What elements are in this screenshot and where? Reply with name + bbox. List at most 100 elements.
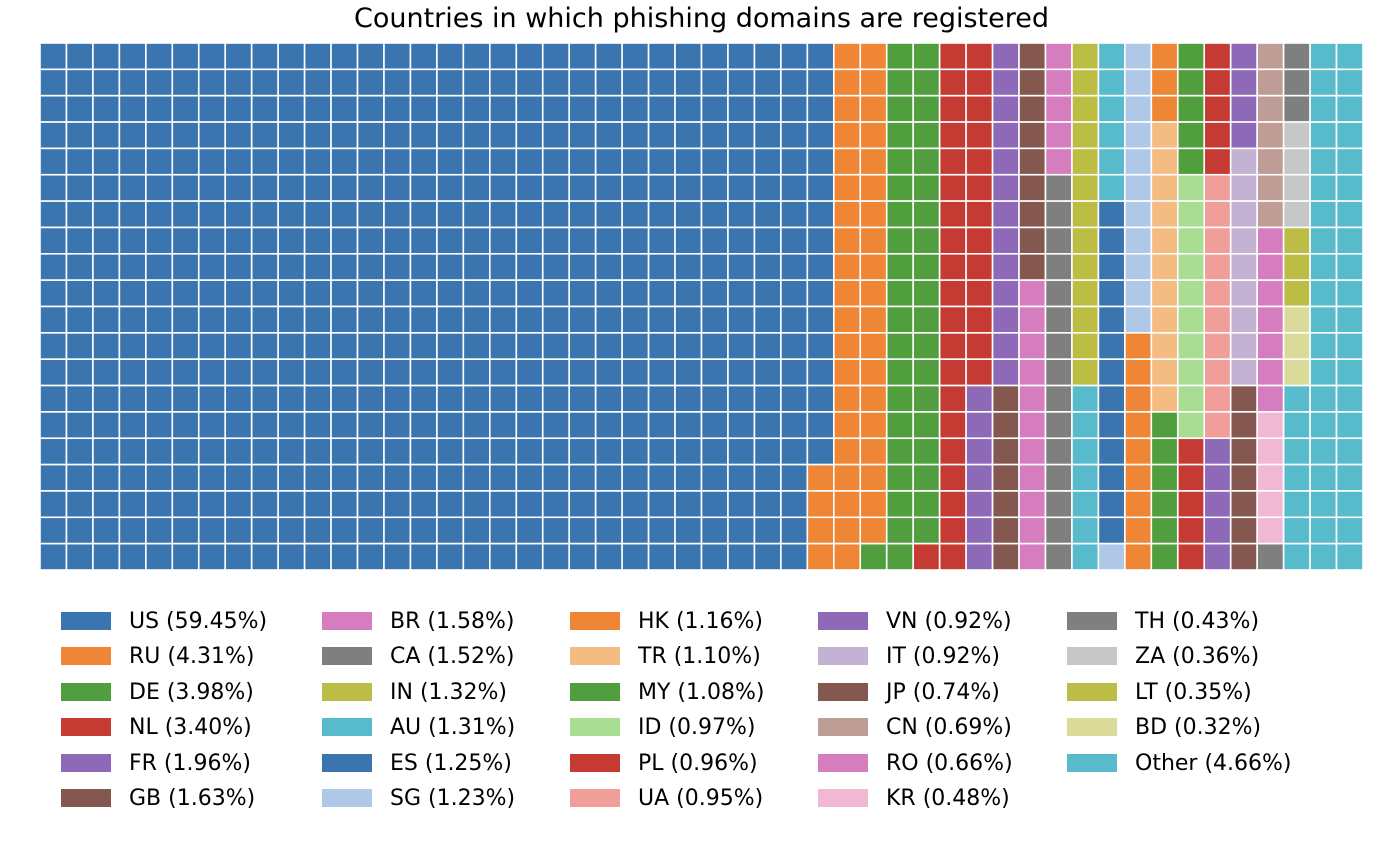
waffle-cell-fr xyxy=(965,384,994,413)
waffle-cell-us xyxy=(224,226,253,255)
waffle-cell-us xyxy=(489,226,518,255)
waffle-cell-ru xyxy=(859,411,888,440)
waffle-cell-nl xyxy=(938,94,967,123)
waffle-cell-nl xyxy=(938,147,967,176)
waffle-cell-us xyxy=(647,94,676,123)
waffle-cell-us xyxy=(65,384,94,413)
waffle-cell-us xyxy=(92,490,121,519)
waffle-cell-us xyxy=(568,332,597,361)
waffle-cell-us xyxy=(621,226,650,255)
waffle-cell-us xyxy=(515,437,544,466)
waffle-cell-us xyxy=(780,200,809,229)
waffle-cell-us xyxy=(409,305,438,334)
waffle-cell-us xyxy=(277,253,306,281)
waffle-cell-tr xyxy=(1150,147,1179,176)
waffle-cell-de xyxy=(912,437,941,466)
waffle-cell-us xyxy=(541,147,570,176)
waffle-cell-de xyxy=(912,253,941,281)
waffle-cell-cn xyxy=(1256,94,1285,123)
waffle-cell-us xyxy=(39,94,68,123)
waffle-cell-gb xyxy=(991,490,1020,519)
waffle-cell-us xyxy=(568,173,597,202)
waffle-cell-us xyxy=(753,358,782,387)
waffle-cell-tr xyxy=(1150,358,1179,387)
waffle-cell-us xyxy=(727,542,756,571)
waffle-cell-fr xyxy=(991,42,1020,71)
waffle-cell-us xyxy=(65,358,94,387)
waffle-cell-other xyxy=(1282,542,1311,571)
waffle-cell-tr xyxy=(1150,200,1179,229)
waffle-cell-us xyxy=(700,226,729,255)
waffle-cell-de xyxy=(912,279,941,308)
waffle-cell-br xyxy=(1018,516,1047,545)
waffle-cell-tr xyxy=(1150,226,1179,255)
waffle-cell-za xyxy=(1282,173,1311,202)
waffle-cell-my xyxy=(1176,121,1206,150)
waffle-cell-id xyxy=(1176,226,1206,255)
waffle-cell-us xyxy=(541,173,570,202)
waffle-cell-us xyxy=(462,516,491,545)
waffle-cell-us xyxy=(39,279,68,308)
waffle-cell-us xyxy=(171,542,200,571)
waffle-cell-nl xyxy=(965,226,994,255)
waffle-cell-other xyxy=(1309,463,1338,492)
waffle-cell-ru xyxy=(806,542,835,571)
waffle-cell-us xyxy=(541,253,570,281)
waffle-cell-us xyxy=(727,94,756,123)
waffle-cell-hk xyxy=(1150,42,1179,71)
waffle-cell-de xyxy=(885,305,914,334)
waffle-cell-us xyxy=(145,200,174,229)
waffle-cell-us xyxy=(436,121,465,150)
waffle-cell-us xyxy=(250,94,279,123)
waffle-cell-us xyxy=(568,542,597,571)
waffle-cell-us xyxy=(356,147,385,176)
waffle-cell-us xyxy=(383,542,412,571)
waffle-cell-nl xyxy=(938,42,967,71)
waffle-cell-ca xyxy=(1044,253,1073,281)
waffle-cell-us xyxy=(436,384,465,413)
waffle-cell-us xyxy=(674,173,703,202)
waffle-cell-us xyxy=(647,358,676,387)
waffle-cell-de xyxy=(912,173,941,202)
waffle-cell-us xyxy=(383,68,412,97)
waffle-cell-us xyxy=(171,384,200,413)
waffle-cell-us xyxy=(250,173,279,202)
waffle-cell-us xyxy=(806,305,835,334)
waffle-cell-us xyxy=(700,384,729,413)
waffle-cell-us xyxy=(515,463,544,492)
waffle-cell-us xyxy=(700,200,729,229)
waffle-cell-us xyxy=(277,173,306,202)
waffle-cell-us xyxy=(489,253,518,281)
waffle-cell-hk xyxy=(1150,68,1179,97)
waffle-cell-us xyxy=(594,490,623,519)
waffle-cell-ru xyxy=(832,490,862,519)
waffle-cell-us xyxy=(383,94,412,123)
waffle-cell-id xyxy=(1176,411,1206,440)
waffle-cell-us xyxy=(409,173,438,202)
waffle-cell-de xyxy=(885,490,914,519)
waffle-cell-it xyxy=(1229,200,1258,229)
waffle-cell-us xyxy=(224,305,253,334)
waffle-cell-nl xyxy=(965,68,994,97)
waffle-cell-us xyxy=(753,490,782,519)
waffle-cell-hk xyxy=(1124,332,1153,361)
waffle-cell-my xyxy=(1150,411,1179,440)
waffle-cell-us xyxy=(436,147,465,176)
waffle-cell-es xyxy=(1097,516,1126,545)
waffle-cell-us xyxy=(39,226,68,255)
waffle-cell-us xyxy=(541,411,570,440)
waffle-cell-in xyxy=(1071,253,1100,281)
waffle-cell-nl xyxy=(938,200,967,229)
waffle-cell-us xyxy=(356,358,385,387)
waffle-cell-other xyxy=(1309,200,1338,229)
waffle-cell-us xyxy=(383,411,412,440)
waffle-cell-us xyxy=(594,516,623,545)
waffle-cell-us xyxy=(568,42,597,71)
waffle-cell-us xyxy=(277,147,306,176)
waffle-cell-us xyxy=(515,358,544,387)
waffle-cell-other xyxy=(1335,332,1364,361)
waffle-cell-it xyxy=(1229,305,1258,334)
waffle-cell-fr xyxy=(965,542,994,571)
waffle-cell-other xyxy=(1335,121,1364,150)
waffle-cell-us xyxy=(383,200,412,229)
